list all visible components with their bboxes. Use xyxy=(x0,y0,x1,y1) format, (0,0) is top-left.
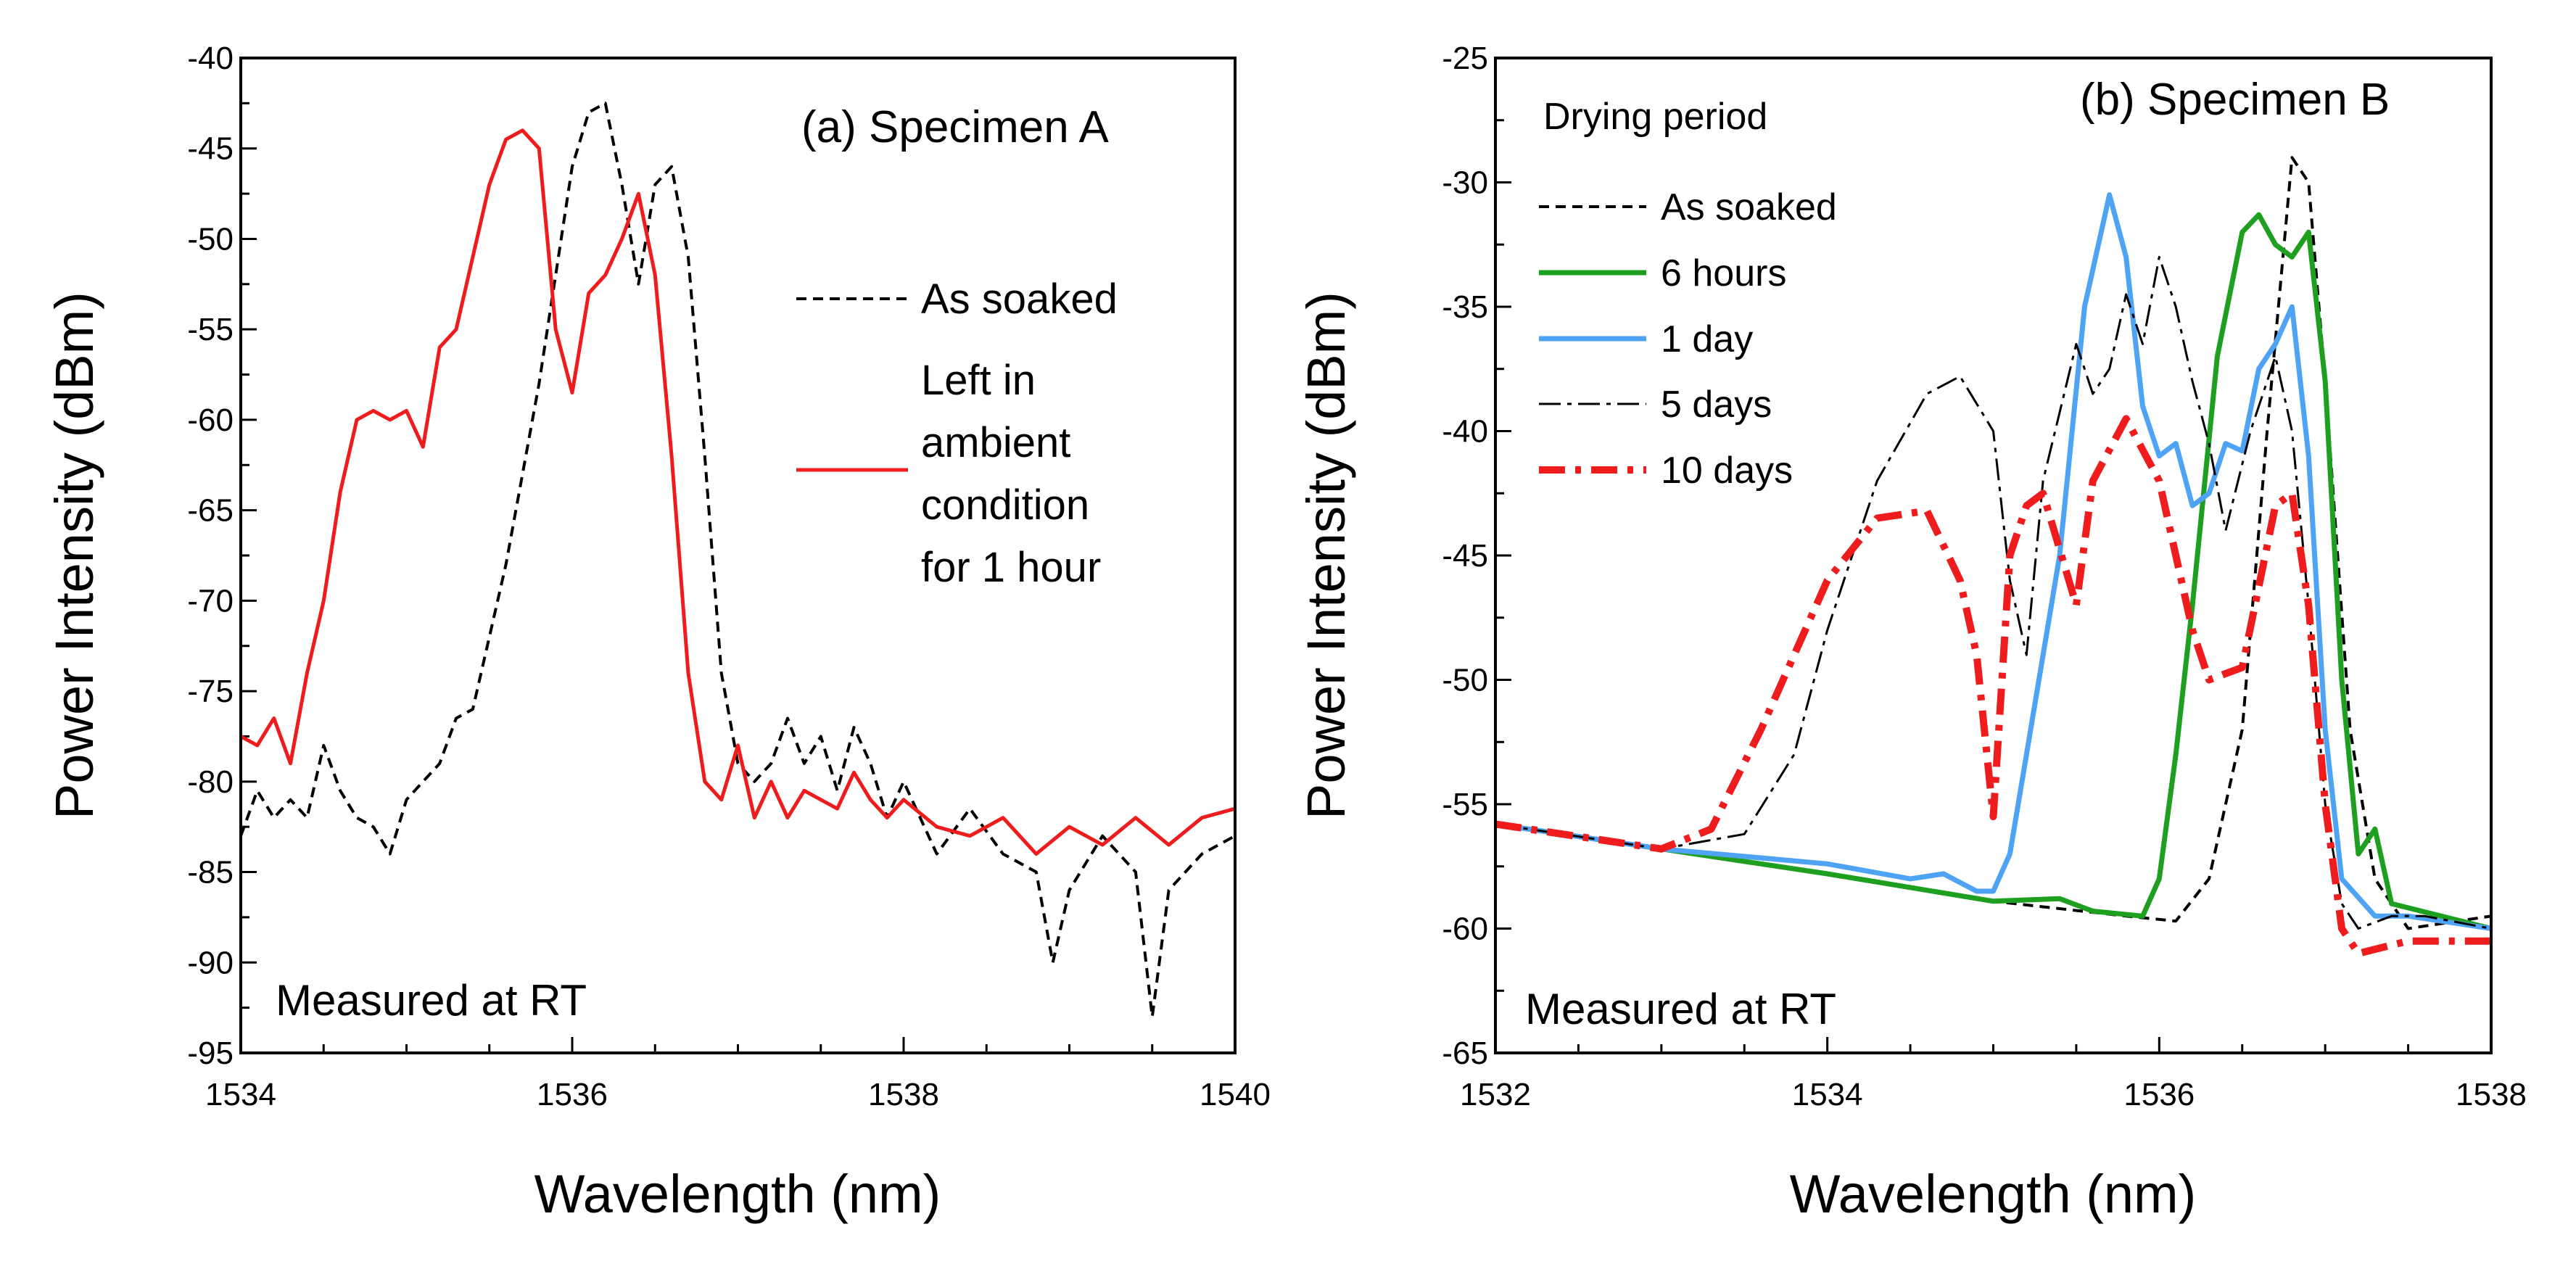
x-tick-label: 1536 xyxy=(537,1077,608,1112)
panel-b-legend: Drying period As soaked 6 hours 1 day 5 … xyxy=(1539,96,1837,492)
legend-title-drying-period: Drying period xyxy=(1543,96,1767,138)
series-line-left-in-ambient-condition-for-1-hour xyxy=(241,128,1235,856)
panel-a-x-axis-title: Wavelength (nm) xyxy=(534,1164,941,1224)
y-tick-label: -50 xyxy=(1442,663,1488,698)
legend-label-10-days: 10 days xyxy=(1661,450,1793,492)
panel-b-series xyxy=(1495,156,2491,957)
y-tick-label: -65 xyxy=(187,493,234,529)
panel-a-annotation: Measured at RT xyxy=(276,976,587,1025)
panel-b-ticks: 1532 1534 1536 1538 -65 -60 -55 -50 -45 -40 -35 -30… xyxy=(1442,41,2527,1112)
y-tick-label: -30 xyxy=(1442,165,1488,201)
panel-b-x-axis-title: Wavelength (nm) xyxy=(1790,1164,2197,1224)
x-tick-label: 1540 xyxy=(1200,1077,1271,1112)
legend-label-b-as-soaked: As soaked xyxy=(1661,186,1837,228)
x-tick-label: 1534 xyxy=(205,1077,276,1112)
series-line-1-day xyxy=(1495,192,2491,931)
y-tick-label: -95 xyxy=(187,1036,234,1071)
y-tick-label: -45 xyxy=(1442,538,1488,574)
panel-a-plot-frame xyxy=(239,57,1237,1054)
y-tick-label: -60 xyxy=(187,402,234,438)
y-tick-label: -55 xyxy=(1442,787,1488,822)
series-line-5-days xyxy=(1495,255,2491,930)
x-tick-label: 1538 xyxy=(868,1077,939,1112)
legend-label-line-4: for 1 hour xyxy=(921,544,1101,591)
x-tick-label: 1532 xyxy=(1460,1077,1531,1112)
y-tick-label: -35 xyxy=(1442,289,1488,325)
panel-a-ticks: 1534 1536 1538 1540 -95 -90 -85 -80 -75 -70 -65 -60… xyxy=(187,41,1271,1112)
legend-label-as-soaked: As soaked xyxy=(921,276,1118,323)
panel-a-legend: As soaked Left in ambient condition for … xyxy=(796,276,1118,591)
x-tick-label: 1534 xyxy=(1792,1077,1863,1112)
y-tick-label: -25 xyxy=(1442,41,1488,76)
y-tick-label: -40 xyxy=(187,41,234,76)
panel-b-y-axis-title: Power Intensity (dBm) xyxy=(1296,292,1356,819)
y-tick-label: -50 xyxy=(187,221,234,257)
y-tick-label: -70 xyxy=(187,583,234,619)
panel-b-annotation: Measured at RT xyxy=(1525,985,1836,1033)
legend-label-line-1: Left in xyxy=(921,357,1036,404)
panel-b-title: (b) Specimen B xyxy=(2080,75,2390,125)
y-tick-label: -55 xyxy=(187,312,234,347)
series-line-as-soaked xyxy=(241,102,1235,1019)
legend-label-line-2: ambient xyxy=(921,419,1070,466)
y-tick-label: -90 xyxy=(187,945,234,980)
y-tick-label: -65 xyxy=(1442,1036,1488,1071)
panel-b-plot-frame xyxy=(1494,57,2493,1054)
legend-label-line-3: condition xyxy=(921,482,1089,529)
y-tick-label: -40 xyxy=(1442,414,1488,450)
y-tick-label: -85 xyxy=(187,855,234,890)
legend-label-5-days: 5 days xyxy=(1661,384,1772,426)
y-tick-label: -75 xyxy=(187,674,234,709)
x-tick-label: 1538 xyxy=(2456,1077,2527,1112)
y-tick-label: -80 xyxy=(187,764,234,800)
series-line-6-hours xyxy=(1495,212,2491,931)
x-tick-label: 1536 xyxy=(2123,1077,2195,1112)
series-line-10-days xyxy=(1495,415,2491,957)
panel-a-title: (a) Specimen A xyxy=(801,102,1110,152)
legend-label-1-day: 1 day xyxy=(1661,318,1753,360)
panel-a-y-axis-title: Power Intensity (dBm) xyxy=(44,292,104,819)
y-tick-label: -45 xyxy=(187,131,234,167)
chart-panel-b: 1532 1534 1536 1538 -65 -60 -55 -50 -45 -40 -35 -30… xyxy=(1296,41,2527,1224)
y-tick-label: -60 xyxy=(1442,912,1488,947)
legend-label-6-hours: 6 hours xyxy=(1661,252,1786,294)
panel-a-series xyxy=(241,102,1235,1019)
chart-panel-a: 1534 1536 1538 1540 -95 -90 -85 -80 -75 -70 -65 -60… xyxy=(44,41,1271,1224)
